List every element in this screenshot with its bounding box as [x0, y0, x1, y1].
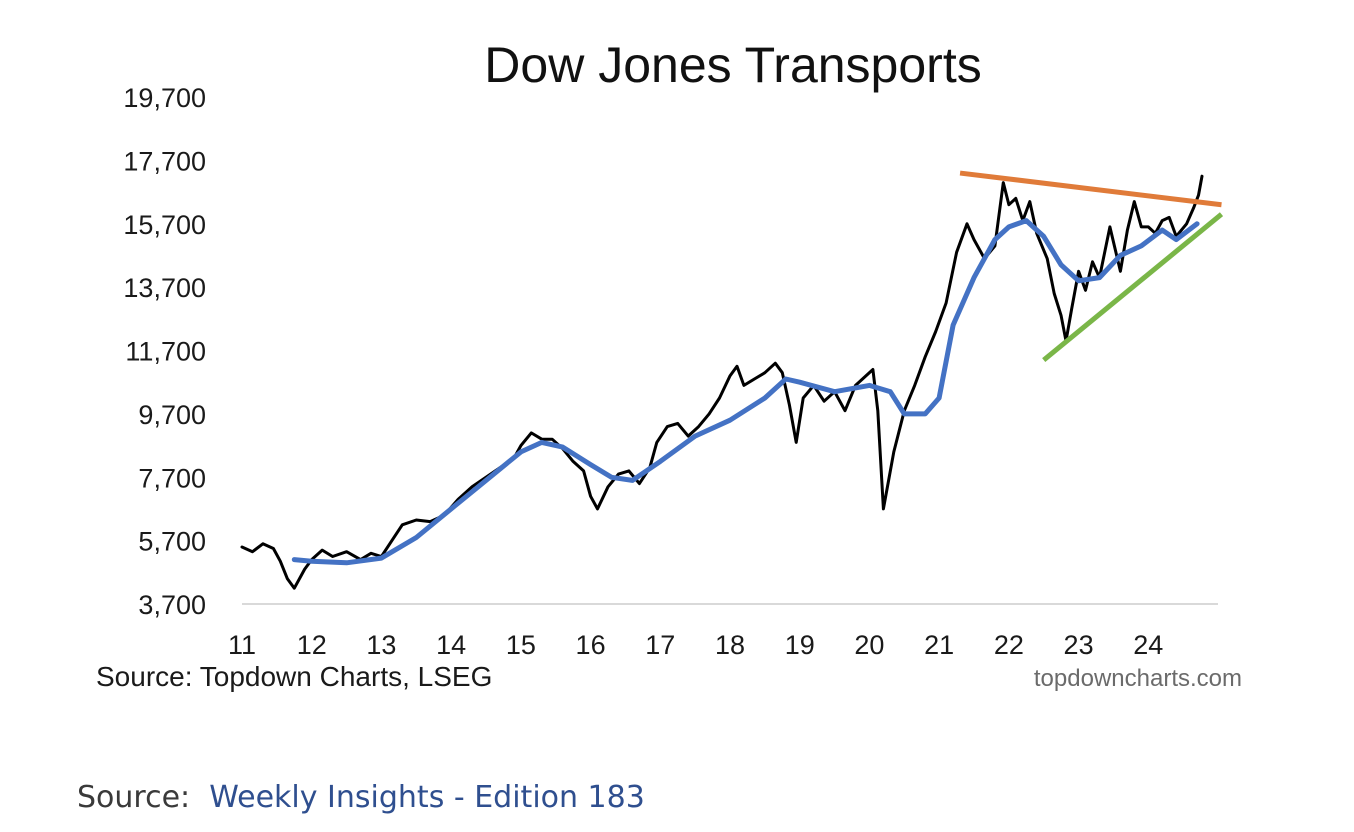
trendline — [1042, 212, 1224, 362]
watermark: topdowncharts.com — [1034, 665, 1242, 692]
x-tick-label: 17 — [645, 630, 675, 660]
footer: Source: Weekly Insights - Edition 183 — [77, 780, 645, 815]
y-tick-label: 5,700 — [138, 527, 206, 557]
x-tick-label: 21 — [924, 630, 954, 660]
y-tick-label: 3,700 — [138, 590, 206, 620]
trendline-layer — [959, 170, 1224, 362]
x-tick-label: 19 — [785, 630, 815, 660]
footer-prefix: Source: — [77, 780, 191, 815]
y-axis: 19,700 17,700 15,700 13,700 11,700 9,700 7,700… — [123, 83, 206, 620]
y-tick-label: 7,700 — [138, 463, 206, 493]
x-tick-label: 12 — [297, 630, 327, 660]
x-tick-label: 23 — [1064, 630, 1094, 660]
chart-title: Dow Jones Transports — [484, 37, 981, 93]
x-tick-label: 20 — [854, 630, 884, 660]
chart-source-note: Source: Topdown Charts, LSEG — [96, 661, 492, 692]
y-tick-label: 17,700 — [123, 146, 206, 176]
x-tick-label: 24 — [1133, 630, 1163, 660]
x-tick-label: 13 — [366, 630, 396, 660]
series-line — [240, 174, 1204, 590]
series-layer — [240, 174, 1204, 590]
x-tick-label: 15 — [506, 630, 536, 660]
chart: Dow Jones Transports 19,70017,70015,7001… — [96, 37, 1242, 692]
y-tick-label: 15,700 — [123, 210, 206, 240]
x-tick-label: 16 — [576, 630, 606, 660]
y-tick-label: 9,700 — [138, 400, 206, 430]
x-tick-label: 18 — [715, 630, 745, 660]
x-tick-label: 11 — [228, 630, 256, 660]
y-tick-label: 11,700 — [125, 337, 206, 367]
trendline — [959, 170, 1222, 208]
y-tick-label: 13,700 — [123, 273, 206, 303]
edition-link[interactable]: Weekly Insights - Edition 183 — [209, 780, 645, 815]
y-tick-label: 19,700 — [123, 83, 206, 113]
x-tick-label: 22 — [994, 630, 1024, 660]
series-line — [291, 218, 1200, 566]
x-axis: 11 12 13 14 15 16 17 18 19 20 21 22 23 24 — [228, 630, 1163, 660]
x-tick-label: 14 — [436, 630, 466, 660]
